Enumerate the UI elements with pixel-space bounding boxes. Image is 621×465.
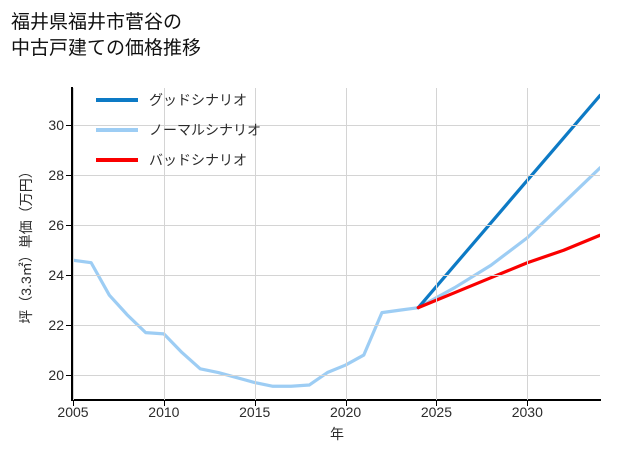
y-axis-tick — [66, 275, 71, 276]
x-axis-tick — [436, 401, 437, 406]
gridline-horizontal — [73, 325, 600, 326]
x-axis-tick-label: 2025 — [420, 404, 453, 420]
y-axis-line — [71, 87, 73, 401]
x-axis-tick-label: 2005 — [57, 404, 89, 420]
gridline-horizontal — [73, 125, 600, 126]
x-axis-tick — [346, 401, 347, 406]
y-axis-tick-label: 24 — [48, 267, 64, 284]
x-axis-tick-label: 2030 — [511, 404, 543, 420]
y-axis-tick-labels: 20 22 24 26 28 30 — [0, 0, 64, 465]
gridline-vertical — [527, 88, 528, 400]
chart-title: 福井県福井市菅谷の 中古戸建ての価格推移 — [11, 12, 202, 59]
x-axis-tick — [164, 401, 165, 406]
y-axis-tick-label: 28 — [48, 167, 64, 184]
y-axis-title: 坪（3.3㎡）単価（万円） — [18, 164, 34, 324]
y-axis-tick — [66, 125, 71, 126]
plot-area — [73, 88, 600, 400]
gridline-vertical — [255, 88, 256, 400]
x-axis-tick-label: 2010 — [148, 404, 180, 420]
gridline-horizontal — [73, 175, 600, 176]
x-axis-tick — [527, 401, 528, 406]
gridline-horizontal — [73, 375, 600, 376]
y-axis-tick — [66, 225, 71, 226]
y-axis-tick-label: 26 — [48, 217, 64, 234]
x-axis-line — [71, 399, 601, 401]
x-axis-title: 年 — [330, 426, 344, 442]
legend-item-label: グッドシナリオ — [149, 92, 247, 108]
legend-item-label: ノーマルシナリオ — [149, 122, 261, 138]
x-axis-tick-label: 2015 — [239, 404, 271, 420]
chart-lines — [73, 93, 600, 388]
legend-item[interactable]: グッドシナリオ — [96, 92, 261, 108]
y-axis-tick — [66, 375, 71, 376]
legend-color-swatch — [96, 98, 138, 102]
legend-item[interactable]: ノーマルシナリオ — [96, 122, 261, 138]
legend-item[interactable]: バッドシナリオ — [96, 152, 261, 168]
series-line — [416, 233, 600, 310]
x-axis-tick — [255, 401, 256, 406]
y-axis-tick-label: 30 — [48, 117, 64, 134]
y-axis-tick-label: 22 — [48, 317, 64, 334]
gridline-vertical — [164, 88, 165, 400]
gridline-vertical — [73, 88, 74, 400]
legend-color-swatch — [96, 158, 138, 162]
chart-legend: グッドシナリオ ノーマルシナリオ バッドシナリオ — [96, 92, 261, 168]
x-axis-tick-label: 2020 — [330, 404, 362, 420]
x-axis-tick — [73, 401, 74, 406]
y-axis-tick — [66, 325, 71, 326]
gridline-vertical — [436, 88, 437, 400]
gridline-horizontal — [73, 275, 600, 276]
series-line — [416, 93, 600, 310]
gridline-vertical — [346, 88, 347, 400]
legend-item-label: バッドシナリオ — [149, 152, 247, 168]
y-axis-tick — [66, 175, 71, 176]
gridline-horizontal — [73, 225, 600, 226]
legend-color-swatch — [96, 128, 138, 132]
y-axis-tick-label: 20 — [48, 367, 64, 384]
series-line — [73, 166, 600, 388]
